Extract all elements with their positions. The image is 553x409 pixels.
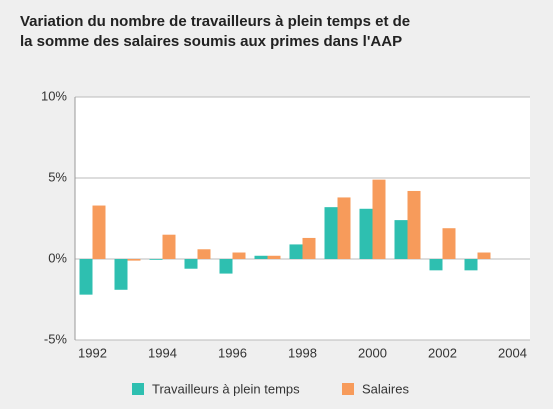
bar [442, 228, 456, 259]
bar [394, 220, 408, 259]
y-tick-label: 0% [48, 250, 67, 265]
x-tick-label: 2000 [358, 345, 387, 360]
x-tick-label: 1998 [288, 345, 317, 360]
bar [149, 259, 163, 260]
bar [372, 179, 386, 259]
x-tick-label: 2002 [428, 345, 457, 360]
bar [407, 190, 421, 259]
bar [359, 208, 373, 259]
chart-title: la somme des salaires soumis aux primes … [20, 33, 402, 50]
bar [114, 259, 128, 290]
bar [254, 255, 268, 259]
bar [92, 205, 106, 259]
x-tick-label: 1994 [148, 345, 177, 360]
bar [289, 244, 303, 259]
x-tick-label: 2004 [498, 345, 527, 360]
y-tick-label: -5% [44, 331, 68, 346]
bar [267, 255, 281, 259]
legend-label: Travailleurs à plein temps [152, 381, 300, 396]
bar [429, 259, 443, 271]
bar [324, 207, 338, 259]
legend-label: Salaires [362, 381, 409, 396]
x-tick-label: 1996 [218, 345, 247, 360]
legend-swatch [342, 383, 354, 395]
bar [337, 197, 351, 259]
x-tick-label: 1992 [78, 345, 107, 360]
bar [162, 234, 176, 259]
bar [219, 259, 233, 274]
legend-swatch [132, 383, 144, 395]
bar [477, 252, 491, 259]
chart-title: Variation du nombre de travailleurs à pl… [20, 13, 410, 30]
bar [232, 252, 246, 259]
bar [197, 249, 211, 259]
bar [302, 237, 316, 259]
y-tick-label: 5% [48, 169, 67, 184]
bar [79, 259, 93, 295]
bar [127, 259, 141, 261]
bar [184, 259, 198, 269]
y-tick-label: 10% [41, 88, 67, 103]
plot-area [75, 97, 530, 340]
bar [464, 259, 478, 271]
